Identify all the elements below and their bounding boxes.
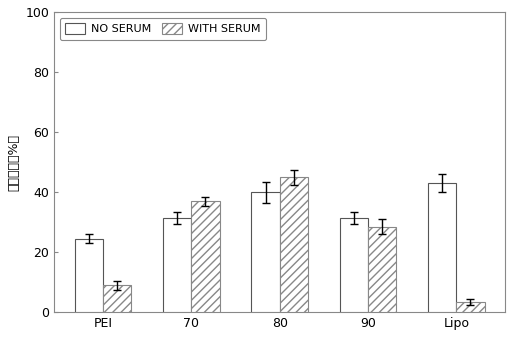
Bar xyxy=(368,226,396,312)
Legend: NO SERUM, WITH SERUM: NO SERUM, WITH SERUM xyxy=(60,18,266,40)
Bar xyxy=(339,218,368,312)
Bar xyxy=(456,302,484,312)
Bar xyxy=(280,177,308,312)
Y-axis label: 转染效率（%）: 转染效率（%） xyxy=(7,133,20,190)
Bar xyxy=(428,183,456,312)
Bar xyxy=(103,285,131,312)
Bar xyxy=(251,192,280,312)
Bar xyxy=(191,201,220,312)
Bar xyxy=(163,218,191,312)
Bar xyxy=(75,239,103,312)
